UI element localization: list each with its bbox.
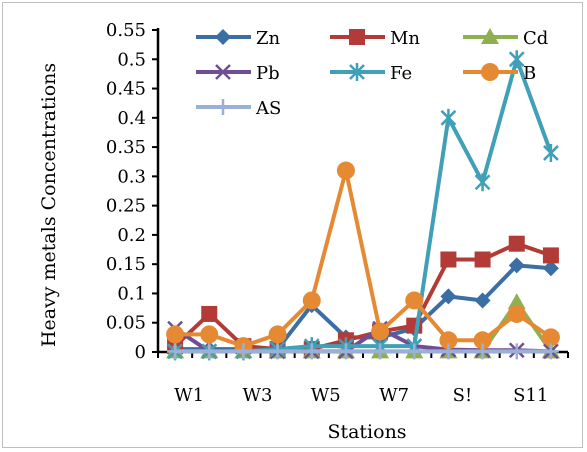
data-point-b xyxy=(405,291,424,310)
data-point-zn xyxy=(542,260,559,277)
data-point-zn xyxy=(440,288,457,305)
legend-item-b: B xyxy=(463,63,536,84)
y-tick-label: 0 xyxy=(135,342,146,363)
legend-label: Fe xyxy=(390,63,412,84)
series-as xyxy=(167,343,559,360)
legend-item-fe: Fe xyxy=(330,63,412,84)
legend-label: Pb xyxy=(256,63,280,84)
y-axis-ticks: 0 0.05 0.1 0.15 0.2 0.25 0.3 0.35 0.4 0.45 0.5 0.55 xyxy=(106,20,158,363)
data-point-fe xyxy=(508,50,525,69)
data-point-as xyxy=(303,343,320,360)
y-tick-label: 0.05 xyxy=(106,313,146,334)
x-axis-title: Stations xyxy=(327,421,406,443)
data-point-mn xyxy=(201,305,218,322)
data-point-fe xyxy=(440,108,457,127)
data-point-b xyxy=(200,325,219,344)
data-point-as xyxy=(235,343,252,360)
data-point-zn xyxy=(508,257,525,274)
legend-label: AS xyxy=(255,98,281,119)
legend-marker xyxy=(481,63,499,81)
y-tick-label: 0.55 xyxy=(106,20,146,41)
data-point-mn xyxy=(542,247,559,264)
data-point-fe xyxy=(543,143,559,162)
x-axis-ticks: W1 W3 W5 W7 S! S11 xyxy=(157,352,569,406)
legend-item-mn: Mn xyxy=(330,28,420,49)
series-b xyxy=(166,161,560,356)
legend-label: Cd xyxy=(523,28,548,49)
legend-marker xyxy=(349,29,365,45)
y-tick-label: 0.35 xyxy=(106,137,146,158)
series-fe xyxy=(167,50,559,361)
data-point-b xyxy=(336,161,355,180)
chart-frame xyxy=(2,2,583,448)
x-tick-label: S! xyxy=(453,385,473,406)
series-line-fe xyxy=(175,57,553,354)
x-tick-label: W1 xyxy=(174,385,204,406)
data-point-b xyxy=(507,304,526,323)
data-point-b xyxy=(473,331,492,350)
series-layer xyxy=(166,50,560,361)
x-tick-label: S11 xyxy=(513,385,548,406)
data-point-zn xyxy=(474,292,491,309)
data-point-b xyxy=(439,331,458,350)
data-point-as xyxy=(201,343,218,360)
x-tick-label: W7 xyxy=(379,385,409,406)
data-point-as xyxy=(542,343,559,360)
data-point-mn xyxy=(440,251,457,268)
x-tick-label: W5 xyxy=(311,385,341,406)
legend-label: Mn xyxy=(390,28,420,49)
data-point-as xyxy=(269,343,286,360)
data-point-b xyxy=(371,322,390,341)
y-tick-label: 0.15 xyxy=(106,254,146,275)
legend-item-cd: Cd xyxy=(463,28,548,49)
data-point-b xyxy=(302,291,321,310)
data-point-as xyxy=(337,343,354,360)
y-tick-label: 0.3 xyxy=(117,166,146,187)
data-point-b xyxy=(166,325,185,344)
legend-label: Zn xyxy=(256,28,281,49)
data-point-cd xyxy=(507,293,526,310)
legend-marker xyxy=(215,64,231,80)
y-axis-title: Heavy metals Concentrations xyxy=(38,63,60,347)
data-point-mn xyxy=(508,235,525,252)
y-tick-label: 0.45 xyxy=(106,79,146,100)
data-point-as xyxy=(167,343,184,360)
legend: Zn Mn Cd Pb Fe B AS xyxy=(196,28,548,119)
y-tick-label: 0.2 xyxy=(117,225,146,246)
y-tick-label: 0.25 xyxy=(106,196,146,217)
data-point-b xyxy=(268,325,287,344)
data-point-as xyxy=(372,343,389,360)
legend-item-zn: Zn xyxy=(196,28,281,49)
legend-item-pb: Pb xyxy=(196,63,280,84)
data-point-as xyxy=(406,343,423,360)
series-line-b xyxy=(175,168,553,349)
data-point-as xyxy=(474,343,491,360)
legend-label: B xyxy=(523,63,536,84)
data-point-as xyxy=(508,343,525,360)
data-point-fe xyxy=(474,173,491,192)
y-tick-label: 0.4 xyxy=(117,108,146,129)
data-point-b xyxy=(541,328,560,347)
data-point-as xyxy=(440,343,457,360)
legend-marker xyxy=(481,28,499,44)
y-tick-label: 0.1 xyxy=(117,283,146,304)
legend-marker xyxy=(349,63,365,81)
legend-marker xyxy=(215,29,231,45)
x-tick-label: W3 xyxy=(242,385,272,406)
legend-item-as: AS xyxy=(196,98,281,119)
y-tick-label: 0.5 xyxy=(117,49,146,70)
data-point-mn xyxy=(474,251,491,268)
legend-marker xyxy=(215,99,231,115)
